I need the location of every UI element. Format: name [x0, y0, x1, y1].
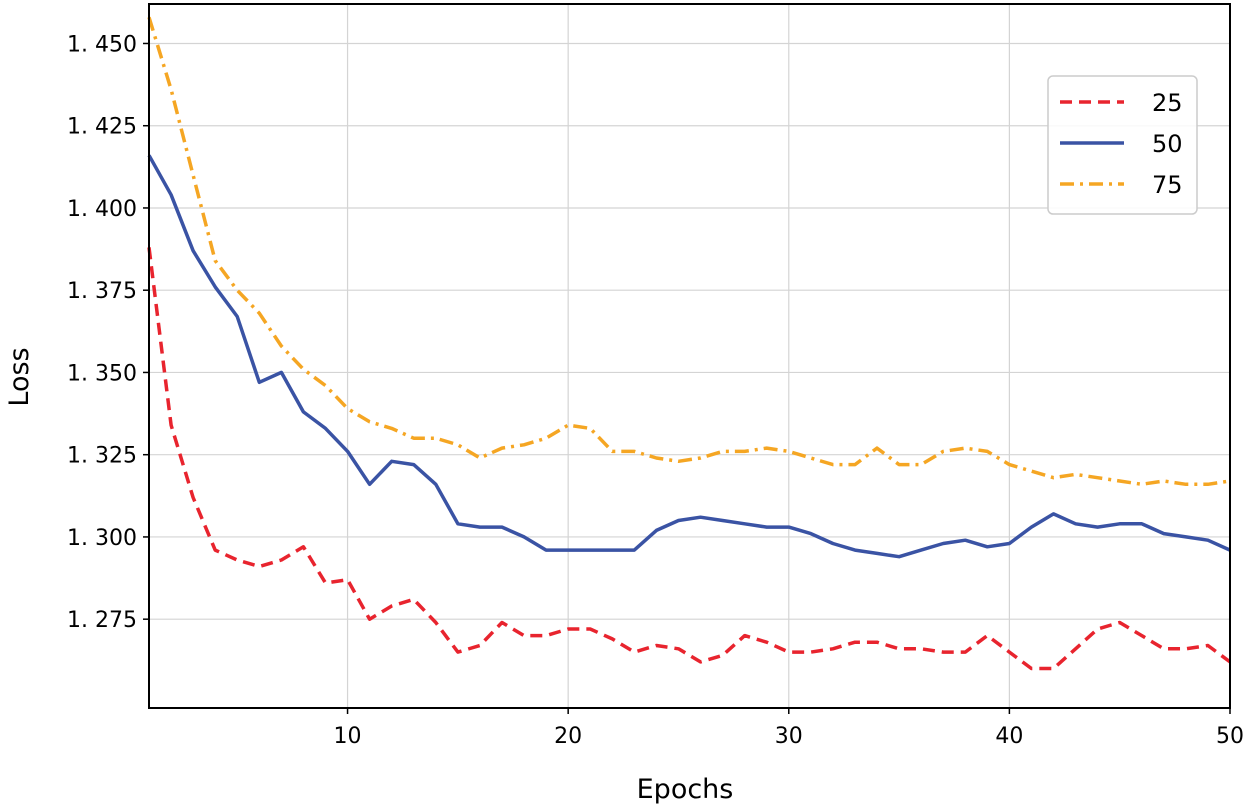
ticks: 10 20 30 40 50 1. 275 1. 300 1. 325 1. 350 1. 375… — [67, 32, 1244, 749]
y-tick-label: 1. 325 — [67, 444, 137, 469]
series-line-75 — [147, 16, 1231, 487]
series-line-50 — [147, 154, 1231, 559]
plot-frame — [148, 3, 1231, 709]
y-tick-label: 1. 350 — [67, 361, 137, 386]
legend-label-75: 75 — [1152, 171, 1183, 199]
x-axis-label: Epochs — [637, 774, 734, 805]
legend-box — [1047, 75, 1198, 215]
legend-label-50: 50 — [1152, 130, 1183, 158]
x-tick-label: 50 — [1216, 724, 1244, 749]
series-line-25 — [147, 247, 1232, 671]
y-tick-label: 1. 400 — [67, 197, 137, 222]
x-tick-label: 20 — [554, 724, 582, 749]
y-tick-label: 1. 375 — [67, 279, 137, 304]
y-tick-label: 1. 450 — [67, 32, 137, 57]
legend: 25 50 75 — [1047, 75, 1198, 215]
x-tick-label: 10 — [334, 724, 362, 749]
legend-label-25: 25 — [1152, 89, 1183, 117]
y-axis-label: Loss — [4, 347, 35, 406]
y-tick-label: 1. 425 — [67, 115, 137, 140]
x-tick-label: 40 — [995, 724, 1023, 749]
y-tick-label: 1. 300 — [67, 526, 137, 551]
series-layer — [147, 16, 1232, 671]
y-tick-label: 1. 275 — [67, 608, 137, 633]
x-tick-label: 30 — [775, 724, 803, 749]
